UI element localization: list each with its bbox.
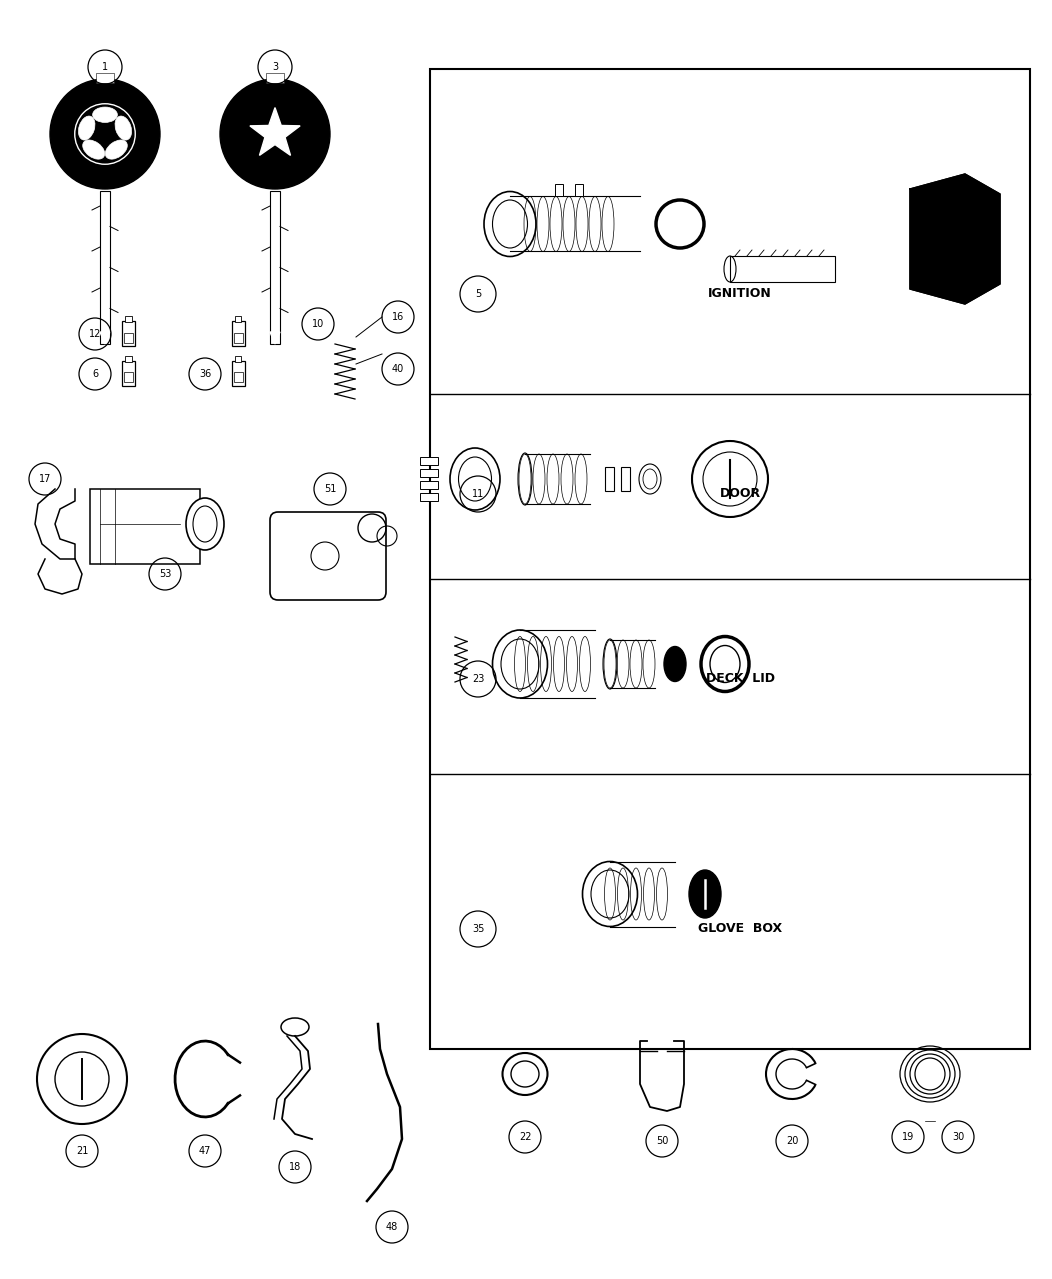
Text: 47: 47 xyxy=(199,1146,211,1156)
Text: 21: 21 xyxy=(76,1146,88,1156)
Text: 3: 3 xyxy=(271,61,278,72)
Text: 35: 35 xyxy=(471,923,484,934)
Bar xyxy=(621,467,630,491)
Bar xyxy=(124,316,132,322)
Text: GLOVE  BOX: GLOVE BOX xyxy=(697,922,782,935)
Text: 16: 16 xyxy=(392,312,404,322)
Text: 19: 19 xyxy=(902,1132,914,1142)
Circle shape xyxy=(50,79,160,189)
Bar xyxy=(420,469,438,477)
Text: DECK  LID: DECK LID xyxy=(706,673,774,686)
Text: 10: 10 xyxy=(311,318,324,329)
Ellipse shape xyxy=(603,640,618,689)
Bar xyxy=(100,191,110,344)
Ellipse shape xyxy=(484,192,537,257)
Bar xyxy=(121,321,135,347)
Ellipse shape xyxy=(492,631,547,698)
Polygon shape xyxy=(910,174,1000,304)
Bar xyxy=(730,256,835,281)
Text: 18: 18 xyxy=(289,1163,301,1172)
Text: 51: 51 xyxy=(324,483,337,494)
FancyBboxPatch shape xyxy=(270,512,386,600)
Bar xyxy=(266,73,284,83)
Text: 36: 36 xyxy=(199,370,211,379)
Bar xyxy=(96,73,114,83)
Bar xyxy=(235,316,242,322)
Ellipse shape xyxy=(105,139,127,159)
Bar xyxy=(123,372,133,382)
Text: 11: 11 xyxy=(472,489,484,499)
Circle shape xyxy=(220,79,330,189)
Bar xyxy=(555,184,563,197)
Bar xyxy=(420,457,438,466)
Bar xyxy=(420,492,438,501)
Text: 23: 23 xyxy=(471,674,484,684)
Text: 17: 17 xyxy=(39,475,52,483)
Bar xyxy=(605,467,614,491)
Polygon shape xyxy=(100,333,110,344)
Text: DOOR: DOOR xyxy=(720,487,761,500)
Text: 22: 22 xyxy=(519,1132,531,1142)
Circle shape xyxy=(37,1033,127,1124)
Polygon shape xyxy=(270,333,280,344)
Text: 50: 50 xyxy=(655,1136,668,1146)
Ellipse shape xyxy=(93,107,118,123)
Bar xyxy=(420,481,438,489)
Text: 20: 20 xyxy=(786,1136,798,1146)
Ellipse shape xyxy=(689,870,721,918)
Ellipse shape xyxy=(83,139,104,159)
Bar xyxy=(235,357,242,362)
Text: 1: 1 xyxy=(102,61,108,72)
Ellipse shape xyxy=(115,116,132,141)
Ellipse shape xyxy=(79,116,95,141)
Text: 53: 53 xyxy=(159,569,171,579)
Text: 12: 12 xyxy=(88,329,101,339)
Bar xyxy=(121,362,135,386)
Ellipse shape xyxy=(664,646,686,682)
Bar xyxy=(90,489,200,564)
Text: IGNITION: IGNITION xyxy=(708,288,772,301)
Bar xyxy=(270,191,280,344)
Text: 30: 30 xyxy=(952,1132,964,1142)
Ellipse shape xyxy=(518,453,532,505)
Bar xyxy=(575,184,583,197)
Text: 40: 40 xyxy=(392,365,404,373)
Ellipse shape xyxy=(639,464,661,494)
Ellipse shape xyxy=(583,862,638,926)
Polygon shape xyxy=(250,107,300,155)
Ellipse shape xyxy=(281,1018,309,1036)
Ellipse shape xyxy=(701,637,749,692)
Bar xyxy=(234,372,243,382)
Bar xyxy=(123,333,133,343)
Bar xyxy=(430,69,1030,1049)
Text: 6: 6 xyxy=(92,370,98,379)
Bar xyxy=(234,333,243,343)
Circle shape xyxy=(692,441,768,517)
Bar xyxy=(124,357,132,362)
Ellipse shape xyxy=(503,1053,547,1095)
Text: 48: 48 xyxy=(386,1221,398,1232)
Ellipse shape xyxy=(450,448,500,510)
Bar xyxy=(231,362,244,386)
Text: 5: 5 xyxy=(474,289,481,299)
Ellipse shape xyxy=(186,498,224,550)
Bar xyxy=(231,321,244,347)
